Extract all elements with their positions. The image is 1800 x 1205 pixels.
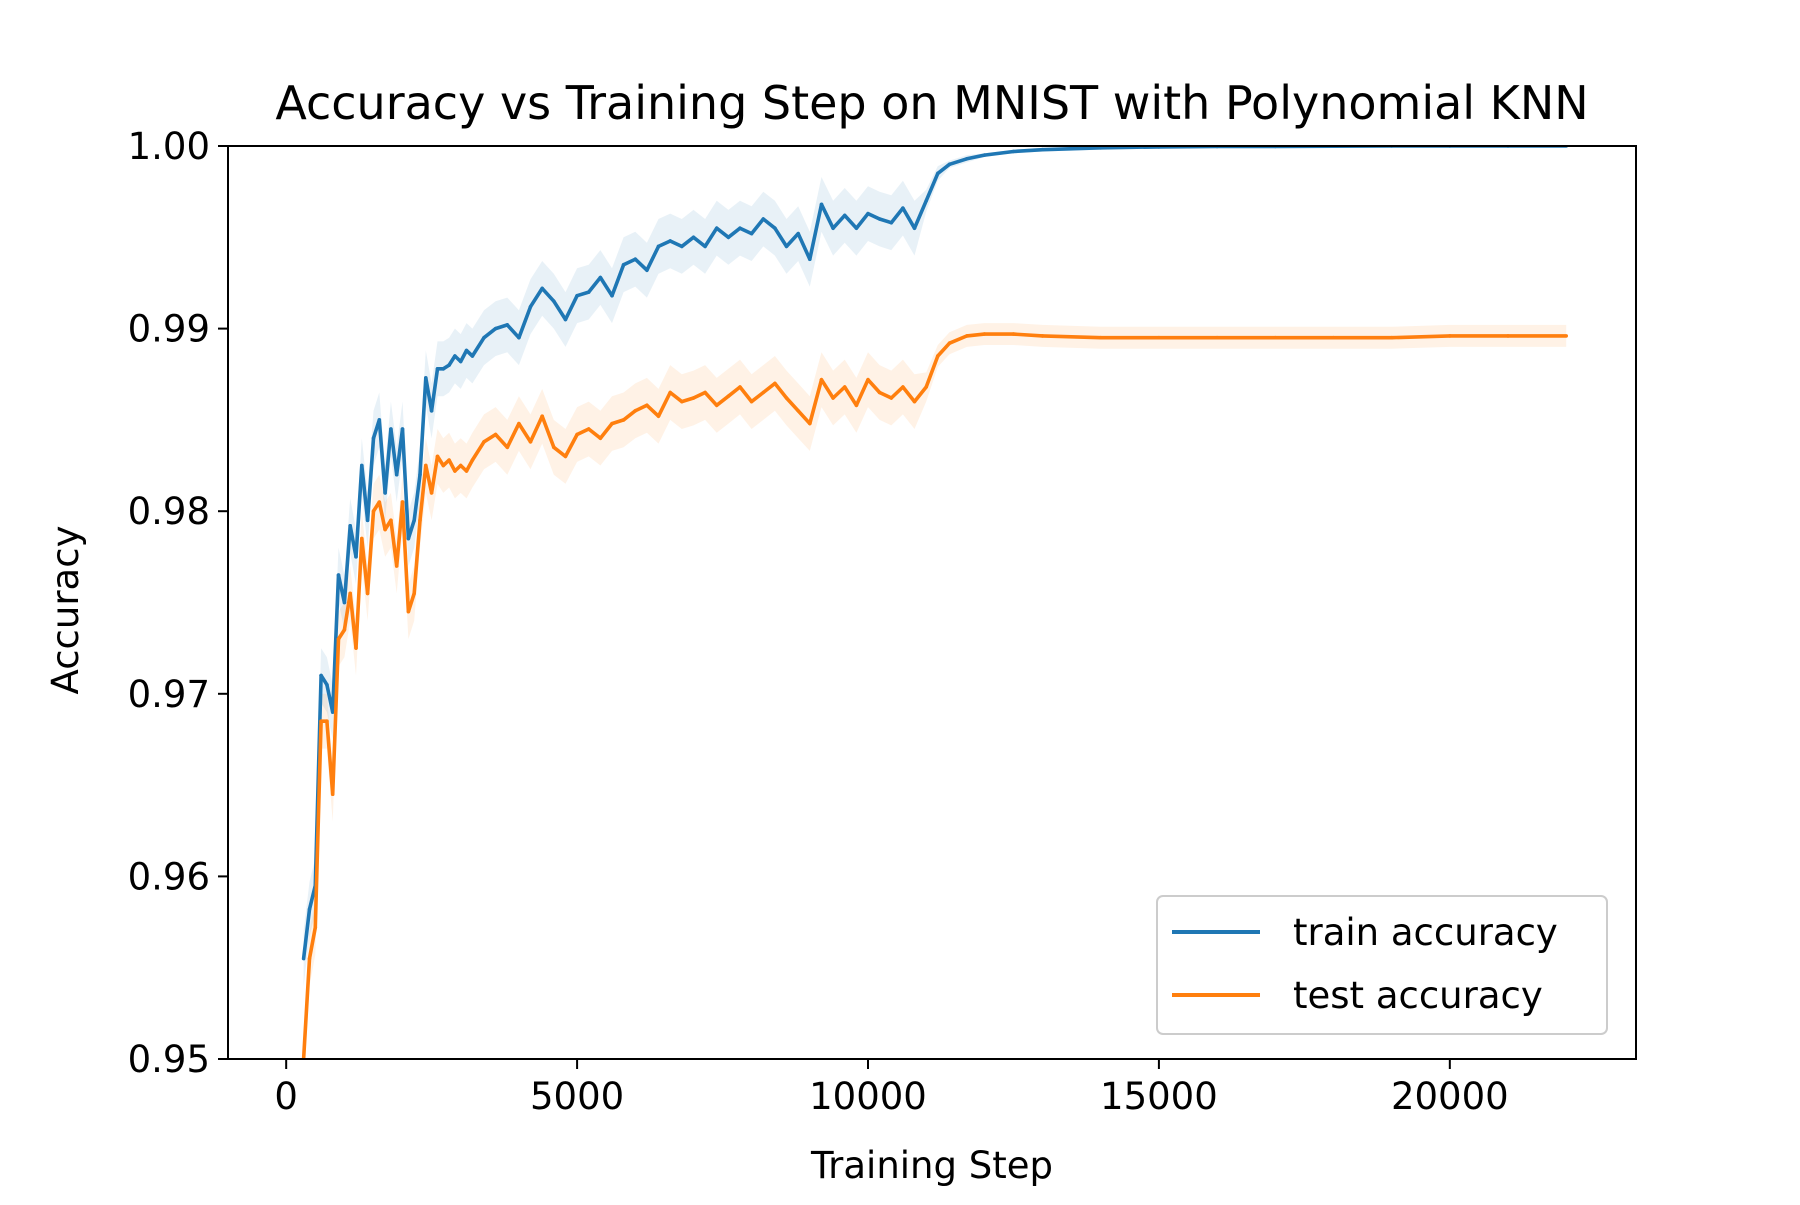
x-axis-label: Training Step xyxy=(810,1144,1053,1187)
test-accuracy-segment xyxy=(1014,334,1043,336)
chart-title: Accuracy vs Training Step on MNIST with … xyxy=(275,76,1588,130)
test-accuracy-segment xyxy=(1392,336,1450,338)
legend-label-train-accuracy: train accuracy xyxy=(1293,911,1558,954)
x-tick-label: 5000 xyxy=(530,1075,624,1118)
train-accuracy-segment xyxy=(1101,147,1159,148)
y-tick-label: 0.99 xyxy=(128,308,210,351)
y-tick-label: 0.96 xyxy=(128,855,210,898)
x-tick-label: 15000 xyxy=(1100,1075,1218,1118)
train-accuracy-segment xyxy=(1043,148,1101,150)
y-tick-label: 0.98 xyxy=(128,490,210,533)
x-tick-label: 10000 xyxy=(809,1075,927,1118)
test-accuracy-segment xyxy=(1043,336,1101,338)
y-tick-label: 1.00 xyxy=(128,125,210,168)
y-tick-label: 0.97 xyxy=(128,673,210,716)
train-accuracy-segment xyxy=(1014,150,1043,152)
y-tick-label: 0.95 xyxy=(128,1038,210,1081)
x-tick-label: 20000 xyxy=(1391,1075,1509,1118)
x-tick-label: 0 xyxy=(274,1075,298,1118)
test-accuracy-segment xyxy=(967,334,985,336)
legend: train accuracy test accuracy xyxy=(1157,896,1607,1034)
y-axis-label: Accuracy xyxy=(44,526,87,695)
legend-label-test-accuracy: test accuracy xyxy=(1293,974,1543,1017)
